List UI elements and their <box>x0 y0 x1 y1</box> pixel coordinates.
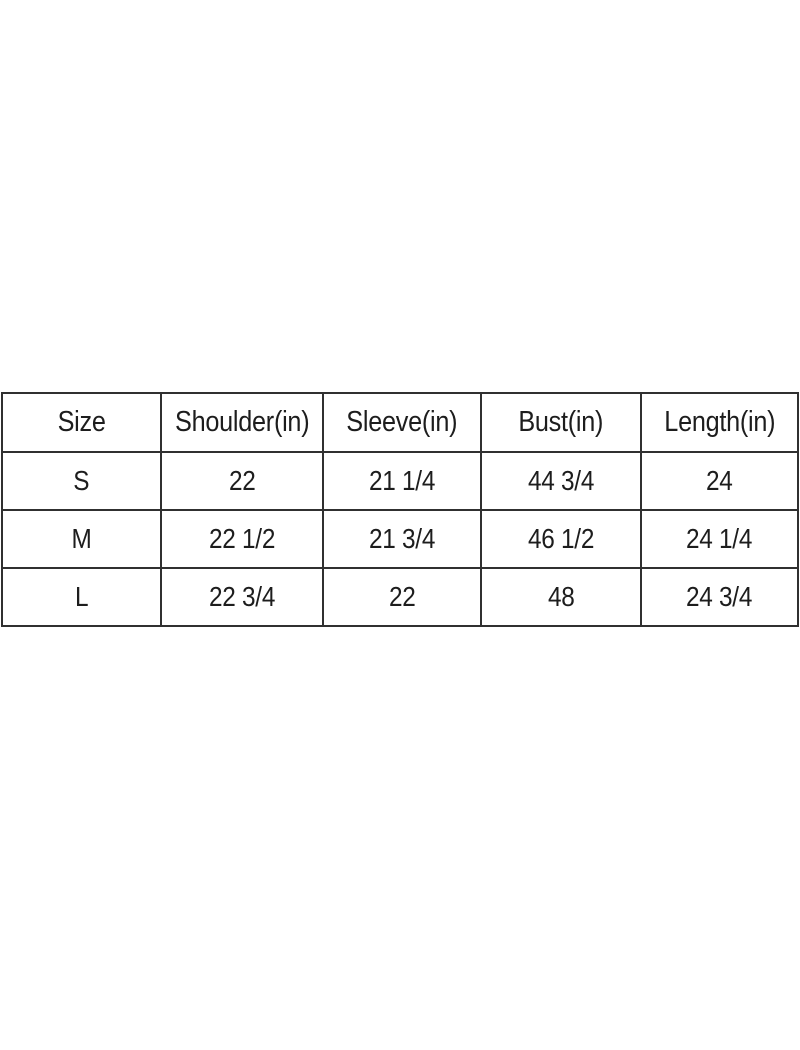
cell-label: 24 1/4 <box>686 523 753 554</box>
header-label: Shoulder(in) <box>174 406 310 438</box>
cell-label: L <box>74 581 89 612</box>
cell-size: M <box>1 509 162 569</box>
cell-length: 24 <box>640 451 799 511</box>
cell-label: 21 1/4 <box>368 465 436 496</box>
cell-length: 24 1/4 <box>640 509 799 569</box>
cell-size: S <box>1 451 162 511</box>
cell-label: 46 1/2 <box>527 523 595 554</box>
cell-label: 22 <box>388 581 416 612</box>
cell-label: 22 1/2 <box>208 523 276 554</box>
header-label: Sleeve(in) <box>346 406 458 438</box>
cell-length: 24 3/4 <box>640 567 799 627</box>
table-row-size-l: L 22 3/4 22 48 24 3/4 <box>1 567 799 627</box>
cell-bust: 44 3/4 <box>480 451 642 511</box>
cell-shoulder: 22 <box>160 451 324 511</box>
cell-label: S <box>73 465 90 496</box>
cell-sleeve: 21 3/4 <box>322 509 482 569</box>
cell-label: 22 <box>228 465 256 496</box>
cell-shoulder: 22 3/4 <box>160 567 324 627</box>
cell-label: 24 <box>706 465 733 496</box>
cell-label: 44 3/4 <box>527 465 595 496</box>
cell-shoulder: 22 1/2 <box>160 509 324 569</box>
size-chart-table: Size Shoulder(in) Sleeve(in) Bust(in) Le… <box>1 392 799 627</box>
table-row-size-m: M 22 1/2 21 3/4 46 1/2 24 1/4 <box>1 509 799 569</box>
cell-sleeve: 21 1/4 <box>322 451 482 511</box>
header-cell-length: Length(in) <box>640 392 799 453</box>
cell-sleeve: 22 <box>322 567 482 627</box>
table-header-row: Size Shoulder(in) Sleeve(in) Bust(in) Le… <box>1 392 799 453</box>
cell-bust: 46 1/2 <box>480 509 642 569</box>
cell-label: 24 3/4 <box>686 581 753 612</box>
header-cell-sleeve: Sleeve(in) <box>322 392 482 453</box>
header-label: Size <box>57 406 106 438</box>
cell-label: M <box>71 523 92 554</box>
cell-label: 21 3/4 <box>368 523 436 554</box>
cell-label: 22 3/4 <box>208 581 276 612</box>
table-row-size-s: S 22 21 1/4 44 3/4 24 <box>1 451 799 511</box>
cell-label: 48 <box>547 581 575 612</box>
cell-size: L <box>1 567 162 627</box>
header-label: Length(in) <box>663 406 776 438</box>
header-cell-size: Size <box>1 392 162 453</box>
header-cell-bust: Bust(in) <box>480 392 642 453</box>
cell-bust: 48 <box>480 567 642 627</box>
header-cell-shoulder: Shoulder(in) <box>160 392 324 453</box>
header-label: Bust(in) <box>518 406 604 438</box>
